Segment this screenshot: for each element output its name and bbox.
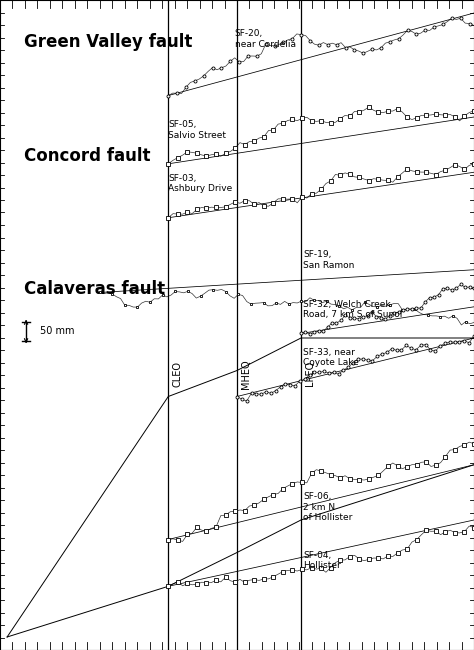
Text: SF-05,
Salvio Street: SF-05, Salvio Street <box>168 120 226 140</box>
Text: SF-04,
Hollister: SF-04, Hollister <box>303 551 341 570</box>
Text: SF-03,
Ashbury Drive: SF-03, Ashbury Drive <box>168 174 233 193</box>
Text: SF-33, near
Coyote Lake: SF-33, near Coyote Lake <box>303 348 359 367</box>
Text: Calaveras fault: Calaveras fault <box>24 280 165 298</box>
Text: SF-32, Welch Creek
Road, 7 km S of Sunol: SF-32, Welch Creek Road, 7 km S of Sunol <box>303 300 403 319</box>
Text: SF-06,
2 km N
of Hollister: SF-06, 2 km N of Hollister <box>303 492 353 522</box>
Text: Concord fault: Concord fault <box>24 147 150 165</box>
Text: CLEO: CLEO <box>172 361 182 387</box>
Text: SF-20,
near Cordelia: SF-20, near Cordelia <box>235 29 296 49</box>
Text: MHEQ: MHEQ <box>241 359 251 389</box>
Text: SF-19,
San Ramon: SF-19, San Ramon <box>303 250 355 270</box>
Text: 50 mm: 50 mm <box>40 326 75 337</box>
Text: Green Valley fault: Green Valley fault <box>24 33 192 51</box>
Text: LPEQ: LPEQ <box>305 361 315 386</box>
